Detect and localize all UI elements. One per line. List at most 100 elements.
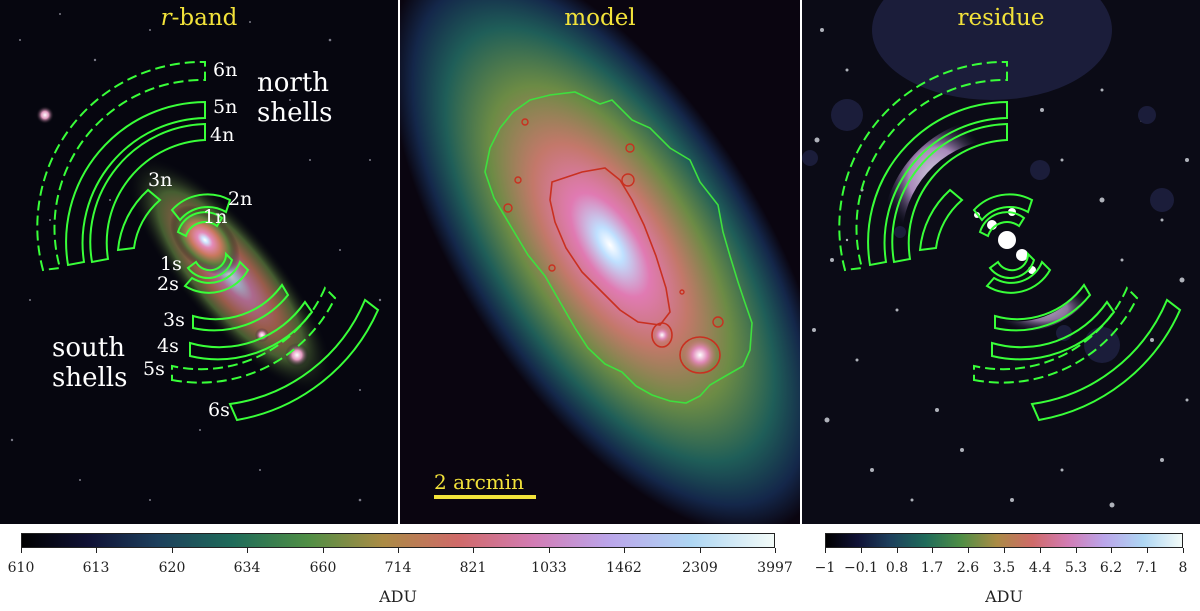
shell-label-6s: 6s — [208, 399, 230, 421]
model-outer-contour — [484, 91, 753, 404]
colorbar-right-tick — [1111, 548, 1112, 553]
south-shells — [171, 251, 380, 422]
colorbar-right-tick-label: 3.5 — [992, 560, 1016, 576]
residue-image — [802, 0, 1200, 524]
scale-bar-label: 2 arcmin — [434, 470, 525, 494]
shell-region-3s — [192, 283, 290, 332]
shell-region-6s — [228, 298, 380, 422]
rband-panel: r-band 6n 5n 4n 3n 2n 1n 1s 2s 3s 4s 5s … — [0, 0, 398, 524]
residue-noise — [812, 23, 1189, 508]
res-shell-2n — [972, 193, 1034, 222]
res-shell-6s — [1030, 298, 1182, 422]
colorbar-right-tick-label: 2.6 — [956, 560, 980, 576]
colorbar-left-tick — [624, 548, 625, 553]
shell-label-1n: 1n — [203, 206, 228, 228]
colorbar-left-tick-label: 610 — [7, 560, 35, 576]
rband-title: r-band — [160, 5, 238, 31]
res-shell-6n — [838, 60, 1008, 272]
scale-bar: 2 arcmin — [434, 470, 536, 499]
rband-image — [10, 13, 382, 502]
shell-region-3n — [116, 188, 162, 252]
shell-label-4s: 4s — [157, 335, 179, 357]
residue-panel: residue — [802, 0, 1200, 524]
model-inner-contour — [549, 167, 671, 326]
model-star-contour — [679, 336, 721, 374]
galaxy-core — [170, 205, 240, 275]
colorbar-right-tick-label: 6.2 — [1099, 560, 1123, 576]
colorbar-right-tick-label: 5.3 — [1064, 560, 1088, 576]
colorbar-left-tick — [323, 548, 324, 553]
colorbar-left-tick-label: 620 — [158, 560, 186, 576]
colorbar-left-tick-label: 1462 — [606, 560, 642, 576]
colorbar-right-tick — [1183, 548, 1184, 553]
colorbar-right-tick-label: 4.4 — [1028, 560, 1052, 576]
colorbar-right-tick-label: 1.7 — [920, 560, 944, 576]
colorbar-right-tick — [861, 548, 862, 553]
colorbar-left-unit: ADU — [379, 587, 417, 606]
colorbar-right-tick — [1040, 548, 1041, 553]
colorbar-right-unit: ADU — [985, 587, 1023, 606]
north-shells — [36, 60, 232, 272]
rband-background-stars — [10, 13, 382, 502]
colorbar-left-tick-label: 1033 — [531, 560, 567, 576]
colorbar-right-tick — [825, 548, 826, 553]
shell-label-6n: 6n — [213, 59, 238, 81]
shell-region-5s — [171, 286, 337, 384]
shell-label-5s: 5s — [143, 358, 165, 380]
res-shell-2s — [985, 260, 1052, 294]
shell-label-1s: 1s — [160, 253, 182, 275]
res-shell-4n — [891, 122, 1008, 264]
model-title: model — [564, 5, 636, 31]
colorbar-left-tick — [21, 548, 22, 553]
model-source-contour — [651, 322, 673, 348]
bright-star — [285, 343, 309, 367]
colorbar-right-tick — [1076, 548, 1077, 553]
colorbar-right-tick-label: −0.1 — [844, 560, 878, 576]
shell-label-3n: 3n — [148, 169, 173, 191]
colorbar-left-tick — [96, 548, 97, 553]
colorbar-left — [21, 533, 775, 548]
colorbar-left-tick-label: 634 — [233, 560, 261, 576]
shell-label-5n: 5n — [213, 96, 238, 118]
colorbar-left-tick-label: 821 — [459, 560, 487, 576]
colorbar-left-tick — [247, 548, 248, 553]
shell-label-2n: 2n — [228, 188, 253, 210]
shell-region-6n — [36, 60, 206, 272]
model-star — [683, 338, 717, 372]
shell-label-4n: 4n — [210, 124, 235, 146]
model-point-source — [653, 326, 671, 344]
colorbar-right-tick — [1147, 548, 1148, 553]
colorbar-right — [825, 533, 1183, 548]
res-shell-1s — [988, 251, 1036, 279]
colorbar-right-tick-label: −1 — [814, 560, 836, 576]
res-shell-4s — [991, 300, 1116, 361]
model-panel: model 2 arcmin — [400, 0, 800, 524]
colorbar-left-tick — [172, 548, 173, 553]
res-shell-3n — [918, 188, 964, 252]
colorbar-left-tick — [473, 548, 474, 553]
res-shell-5n — [867, 100, 1008, 267]
shell-region-2s — [183, 260, 250, 294]
south-shells-label: south shells — [52, 333, 128, 393]
colorbar-right-tick — [932, 548, 933, 553]
colorbar-left-tick-label: 2309 — [682, 560, 718, 576]
shell-region-1s — [186, 251, 234, 279]
colorbar-right-tick — [968, 548, 969, 553]
colorbar-right-tick-label: 7.1 — [1135, 560, 1159, 576]
colorbar-left-tick-label: 3997 — [757, 560, 793, 576]
north-shells-label: north shells — [257, 68, 333, 128]
colorbar-left-tick-label: 714 — [384, 560, 412, 576]
colorbar-right-tick-label: 0.8 — [885, 560, 909, 576]
colorbar-left-tick — [549, 548, 550, 553]
res-shell-3s — [994, 283, 1092, 332]
colorbar-right-tick — [1004, 548, 1005, 553]
scale-bar-line — [434, 495, 536, 499]
shell-region-4s — [189, 300, 314, 361]
colorbar-right-tick — [897, 548, 898, 553]
shell-region-4n — [89, 122, 206, 264]
model-galaxy — [400, 0, 800, 524]
shell-region-5n — [65, 100, 206, 267]
colorbar-left-tick — [775, 548, 776, 553]
res-shell-5s — [973, 286, 1139, 384]
colorbar-right-tick-label: 8 — [1178, 560, 1188, 576]
